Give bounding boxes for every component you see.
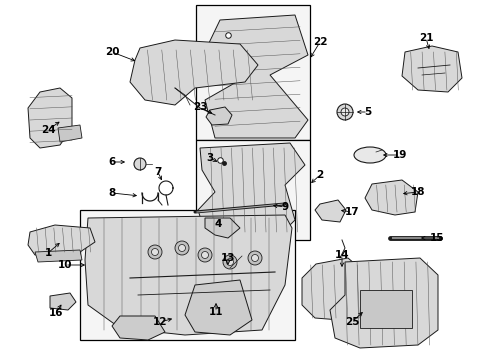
Text: 15: 15 [429, 233, 443, 243]
Polygon shape [205, 107, 231, 125]
Polygon shape [204, 218, 240, 238]
Polygon shape [50, 293, 76, 310]
Text: 17: 17 [344, 207, 359, 217]
Text: 22: 22 [312, 37, 326, 47]
Polygon shape [28, 88, 72, 148]
Polygon shape [302, 258, 361, 320]
Polygon shape [314, 200, 346, 222]
Polygon shape [204, 15, 307, 138]
Bar [196, 5, 309, 140]
Text: 1: 1 [44, 248, 52, 258]
Text: 25: 25 [344, 317, 359, 327]
Polygon shape [184, 280, 251, 335]
Circle shape [198, 248, 212, 262]
Polygon shape [35, 250, 82, 262]
Polygon shape [58, 125, 82, 142]
Polygon shape [329, 258, 437, 348]
Ellipse shape [353, 147, 385, 163]
Text: 21: 21 [418, 33, 432, 43]
Circle shape [201, 252, 208, 258]
Text: 24: 24 [41, 125, 55, 135]
Text: 19: 19 [392, 150, 407, 160]
Polygon shape [198, 143, 305, 235]
Text: 6: 6 [108, 157, 115, 167]
Circle shape [151, 248, 158, 256]
Polygon shape [28, 225, 95, 255]
Text: 12: 12 [152, 317, 167, 327]
Circle shape [134, 158, 146, 170]
Bar [80, 210, 294, 340]
Text: 5: 5 [364, 107, 371, 117]
Text: 2: 2 [316, 170, 323, 180]
Circle shape [178, 244, 185, 252]
Text: 3: 3 [206, 153, 213, 163]
Bar [196, 140, 309, 240]
Text: 9: 9 [281, 202, 288, 212]
Text: 7: 7 [154, 167, 162, 177]
Text: 13: 13 [220, 253, 235, 263]
Circle shape [175, 241, 189, 255]
Text: 4: 4 [214, 219, 221, 229]
Text: 16: 16 [49, 308, 63, 318]
Circle shape [251, 255, 258, 261]
Circle shape [340, 108, 348, 116]
Circle shape [148, 245, 162, 259]
Polygon shape [112, 316, 164, 340]
Text: 18: 18 [410, 187, 425, 197]
Circle shape [247, 251, 262, 265]
Bar [359, 290, 411, 328]
Text: 11: 11 [208, 307, 223, 317]
Polygon shape [401, 46, 461, 92]
Text: 23: 23 [192, 102, 207, 112]
Circle shape [336, 104, 352, 120]
Text: 10: 10 [58, 260, 72, 270]
Polygon shape [364, 180, 417, 215]
Polygon shape [130, 40, 258, 105]
Text: 14: 14 [334, 250, 348, 260]
Circle shape [223, 255, 237, 269]
Text: 8: 8 [108, 188, 115, 198]
Polygon shape [85, 215, 291, 335]
Text: 20: 20 [104, 47, 119, 57]
Circle shape [226, 258, 233, 266]
